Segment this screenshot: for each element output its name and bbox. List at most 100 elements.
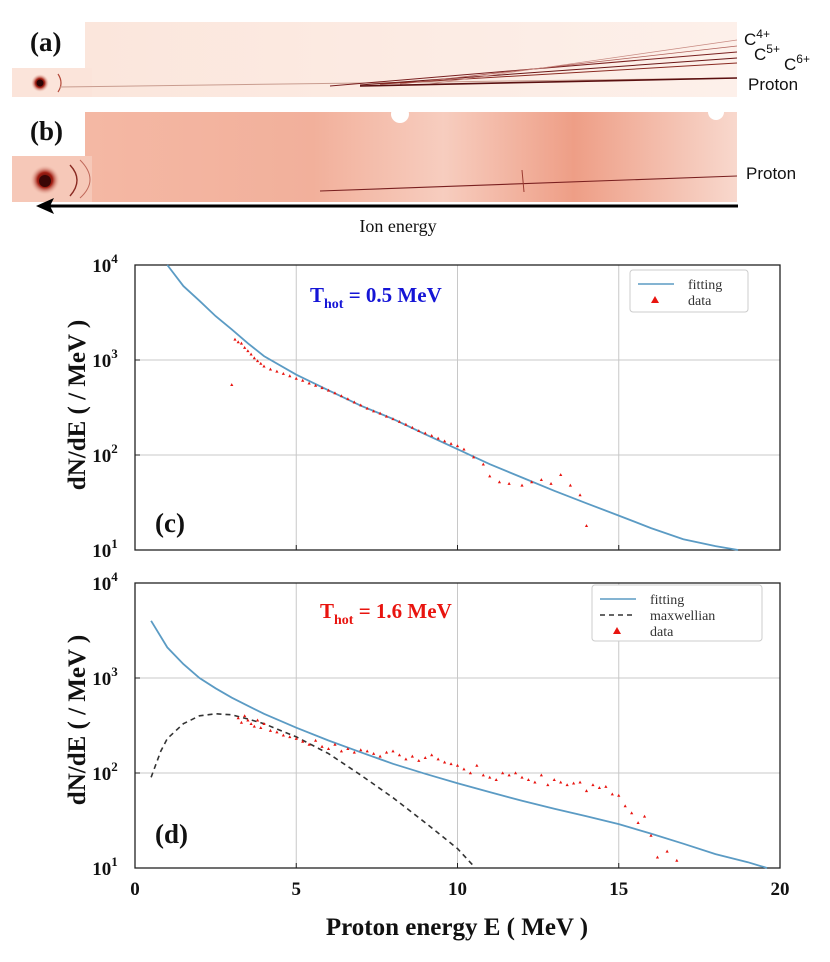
data-point (423, 431, 427, 435)
proton-label-b: Proton (746, 164, 796, 183)
data-point (255, 359, 260, 363)
y-tick-label: 104 (92, 251, 118, 277)
data-point (365, 749, 369, 753)
panel-label-d: (d) (155, 819, 188, 849)
data-point (294, 376, 298, 380)
y-tick-label: 104 (92, 569, 118, 595)
panel-label-c: (c) (155, 508, 185, 538)
legend-label: maxwellian (650, 609, 715, 624)
y-tick-base: 10 (92, 541, 111, 562)
y-tick-exponent: 1 (111, 854, 118, 869)
data-point (288, 374, 292, 378)
thot-annotation: Thot = 0.5 MeV (310, 283, 442, 312)
thot-symbol: T (320, 599, 334, 623)
data-point (252, 356, 256, 360)
data-point (449, 762, 453, 766)
series-fitting-line (150, 620, 768, 869)
thot-subscript: hot (324, 297, 344, 312)
y-tick-base: 10 (92, 256, 111, 277)
data-point (378, 411, 382, 415)
data-point (268, 728, 273, 732)
data-point (275, 369, 279, 373)
data-point (249, 722, 253, 726)
data-point (507, 481, 511, 485)
legend-box (629, 269, 749, 313)
data-point (436, 757, 440, 761)
data-point (443, 439, 447, 443)
series-fitting-line (166, 264, 739, 551)
data-point (314, 738, 318, 742)
data-point (584, 789, 589, 793)
data-point (497, 480, 502, 484)
data-point (494, 778, 498, 782)
panel-label-b: (b) (30, 116, 63, 146)
data-point (365, 406, 369, 410)
data-point (307, 742, 311, 746)
ion-label-c4-base: C (744, 30, 756, 49)
data-point (281, 733, 285, 737)
data-point (636, 821, 640, 824)
data-point (384, 414, 389, 418)
film-image-b (12, 104, 738, 202)
data-point (314, 383, 318, 387)
data-point (346, 747, 350, 751)
y-tick-base: 10 (92, 574, 111, 595)
data-point (352, 400, 356, 404)
data-point (359, 403, 363, 407)
data-point (578, 493, 582, 497)
data-point (530, 480, 534, 484)
data-point (513, 771, 518, 775)
data-point (259, 726, 263, 729)
data-point (359, 748, 363, 752)
data-point (252, 724, 256, 728)
ion-energy-label: Ion energy (359, 216, 436, 236)
data-point (623, 804, 627, 808)
data-point (481, 462, 485, 466)
thot-value: = 1.6 MeV (353, 599, 451, 623)
data-point (288, 735, 292, 739)
data-point (255, 718, 260, 722)
y-tick-label: 101 (92, 854, 118, 880)
panel-label-a: (a) (30, 27, 61, 57)
data-point (549, 481, 553, 485)
y-tick-exponent: 4 (111, 569, 118, 584)
data-point (472, 455, 476, 459)
data-point (423, 756, 427, 759)
data-point (320, 386, 324, 390)
y-tick-base: 10 (92, 859, 111, 880)
x-axis-title: Proton energy E ( MeV ) (326, 914, 588, 941)
data-point (301, 739, 305, 743)
y-tick-exponent: 3 (111, 664, 118, 679)
y-tick-label: 103 (92, 346, 118, 372)
data-point (262, 722, 266, 726)
data-point (572, 781, 576, 785)
legend-label: data (688, 294, 712, 309)
data-point (417, 759, 421, 762)
data-point (243, 346, 247, 349)
data-point (462, 447, 466, 451)
data-point (488, 775, 492, 779)
data-point (243, 714, 247, 718)
data-point (436, 436, 440, 440)
data-point (443, 760, 447, 764)
data-point (249, 352, 253, 356)
legend-label: fitting (650, 593, 684, 608)
data-point (417, 429, 421, 433)
data-point (565, 783, 569, 787)
data-point (468, 771, 472, 775)
data-point (391, 749, 395, 753)
data-point (559, 473, 563, 477)
data-point (462, 767, 466, 771)
x-tick-label: 0 (130, 879, 140, 900)
data-point (481, 773, 485, 777)
y-axis-title-d: dN/dE ( / MeV ) (64, 635, 91, 805)
data-point (246, 718, 250, 722)
y-tick-label: 102 (92, 441, 118, 467)
data-point (617, 793, 621, 797)
series-maxwellian-line (150, 712, 475, 867)
data-point (236, 340, 240, 344)
